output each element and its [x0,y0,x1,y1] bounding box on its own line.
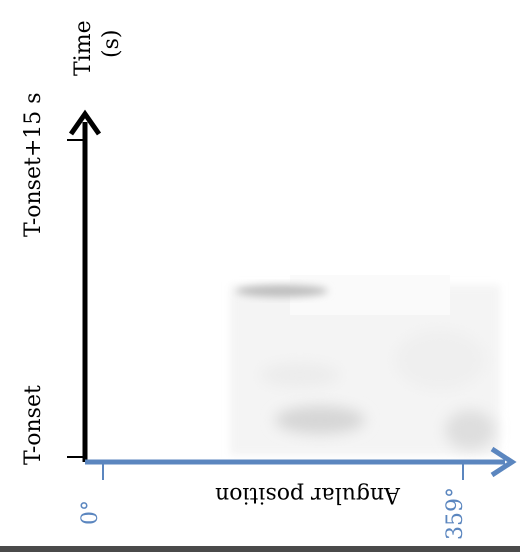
time-axis-arrowhead [68,109,102,136]
heatmap-haze-right [395,330,485,390]
heatmap-band-bottom [275,406,365,434]
angle-axis [85,446,517,480]
tick-label-t-onset: T-onset [21,385,46,465]
time-axis [67,109,102,462]
time-axis-title-line2: (s) [99,30,124,58]
time-axis-title-line1: Time [71,20,96,76]
heatmap-band-top [236,285,328,297]
angle-axis-arrowhead [490,446,517,478]
tick-label-0-deg: 0° [78,500,103,525]
heatmap-gap [290,275,450,315]
tick-label-t-onset-15: T-onset+15 s [21,92,46,237]
heatmap-band-right [445,410,495,450]
bottom-divider [0,546,520,552]
angle-axis-title: Angular position [215,482,401,507]
tick-label-359-deg: 359° [443,487,468,540]
heatmap-band-middle [260,363,340,387]
heatmap-patch [230,275,500,455]
